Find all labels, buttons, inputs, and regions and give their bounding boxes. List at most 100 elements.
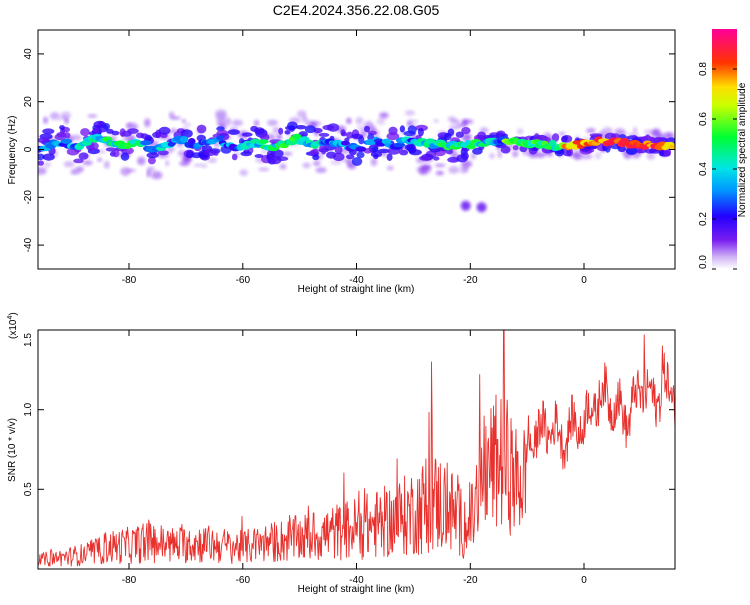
spectrogram-blob (460, 200, 471, 211)
spectrogram-cell (188, 138, 196, 145)
spectrogram-cell (497, 150, 502, 159)
spectrogram-cell (43, 162, 52, 168)
spectrogram-cell (180, 136, 189, 143)
spectrogram-x-axis-label: Height of straight line (km) (298, 284, 415, 295)
spectrogram-cell (73, 158, 84, 164)
spectrogram-cell (322, 124, 335, 131)
spectrogram-cell (330, 160, 342, 165)
spectrogram-cell (215, 113, 227, 121)
spectrogram-cell (512, 145, 519, 151)
spectrogram-cell (409, 149, 422, 156)
spectrogram-cell (295, 125, 307, 130)
spectrogram-cell (120, 152, 130, 161)
spectrogram-cell (399, 125, 405, 133)
spectrogram-cell (617, 145, 627, 152)
spectrogram-cell (57, 116, 63, 121)
spectrogram-cell (254, 154, 264, 158)
spectrogram-cell (512, 150, 519, 158)
spectrogram-cell (332, 152, 345, 162)
snr-series-line (38, 330, 675, 567)
spectrogram-cell (364, 125, 370, 133)
spectrogram-cell (448, 166, 460, 174)
spectrogram-cell (240, 151, 252, 157)
spectrogram-cell (181, 129, 193, 138)
spectrogram-cell (460, 152, 469, 160)
spectrogram-cell (196, 124, 207, 134)
spectrogram-cell (231, 153, 238, 161)
spectrogram-cell (279, 163, 287, 170)
spectrogram-cell (78, 152, 89, 160)
spectrogram-cell (278, 127, 284, 135)
spectrogram-cell (586, 128, 596, 133)
spectrogram-cell (403, 130, 416, 137)
spectrogram-cell (558, 132, 566, 136)
spectrogram-y-axis-label: Frequency (Hz) (7, 116, 18, 185)
spectrogram-cell (49, 112, 60, 120)
spectrogram-cell (103, 123, 110, 130)
spectrogram-cell (376, 117, 386, 126)
spectrogram-cell (59, 125, 65, 130)
spectrogram-cell (243, 149, 250, 154)
spectrogram-cell (417, 127, 424, 137)
spectrogram-cell (296, 110, 307, 118)
spectrogram-cell (561, 135, 568, 143)
spectrogram-cell (516, 128, 524, 135)
spectrogram-x-tick-label: -80 (122, 275, 137, 286)
spectrogram-cell (445, 149, 453, 155)
spectrogram-cell (146, 169, 151, 178)
spectrogram-cell (43, 116, 49, 124)
spectrogram-cell (151, 171, 163, 180)
spectrogram-cell (351, 157, 363, 166)
spectrogram-cell (64, 132, 71, 139)
spectrogram-cell (276, 156, 289, 161)
spectrogram-cell (461, 127, 471, 135)
spectrogram-cell (420, 165, 432, 170)
spectrogram-cell (70, 170, 81, 175)
spectrogram-cell (312, 161, 321, 166)
spectrogram-cell (253, 119, 260, 127)
spectrogram-cell (56, 131, 67, 138)
spectrogram-cell (433, 156, 440, 161)
spectrogram-cell (80, 128, 90, 137)
spectrogram-cell (287, 121, 298, 130)
spectrogram-cell (318, 132, 330, 137)
spectrogram-cell (258, 167, 270, 171)
spectrogram-cell (472, 147, 483, 155)
spectrogram-x-tick-label: -60 (236, 275, 251, 286)
spectrogram-cell (305, 118, 311, 128)
spectrogram-cell (254, 127, 265, 135)
spectrogram-cell (140, 140, 152, 146)
spectrogram-cell (284, 130, 291, 135)
colorbar-tick-label: 0.4 (698, 162, 709, 176)
spectrogram-cell (38, 160, 44, 166)
spectrogram-cell (60, 138, 73, 144)
spectrogram-cell (340, 140, 350, 146)
spectrogram-cell (144, 118, 151, 128)
spectrogram-cell (355, 117, 364, 125)
spectrogram-cell (137, 156, 146, 166)
spectrogram-cell (617, 131, 627, 135)
spectrogram-cell (434, 163, 446, 167)
spectrogram-cell (63, 161, 75, 168)
spectrogram-cell (213, 149, 219, 156)
spectrogram-cell (227, 129, 240, 135)
spectrogram-cell (66, 147, 80, 156)
spectrogram-cell (386, 153, 393, 161)
spectrogram-cell (433, 119, 439, 123)
spectrogram-cell (470, 152, 477, 160)
spectrogram-cell (127, 128, 139, 134)
spectrogram-cell (42, 153, 55, 161)
spectrogram-cell (449, 125, 461, 130)
spectrogram-cell (377, 148, 390, 154)
spectrogram-cell (373, 145, 379, 152)
spectrogram-cell (370, 157, 378, 167)
spectrogram-cell (346, 117, 352, 124)
spectrogram-cell (302, 162, 311, 169)
spectrogram-y-tick-label: 20 (23, 96, 34, 108)
spectrogram-cell (340, 129, 346, 136)
snr-y-tick-label: 0.5 (23, 482, 34, 496)
spectrogram-cell (231, 119, 243, 127)
spectrogram-cell (419, 155, 432, 161)
spectrogram-cell (158, 126, 171, 135)
